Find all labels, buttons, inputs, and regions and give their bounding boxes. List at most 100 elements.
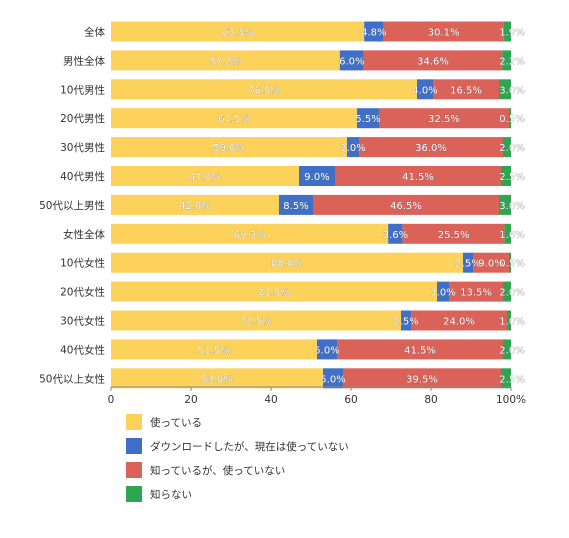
data-label: 24.0%	[443, 317, 475, 328]
bar-segment	[363, 50, 503, 71]
bar-segment	[402, 223, 505, 244]
x-tick-label: 0	[108, 394, 115, 406]
category-label: 10代女性	[60, 257, 105, 270]
category-label: 40代男性	[60, 170, 105, 183]
bar-segment	[473, 252, 509, 273]
category-label: 30代男性	[60, 141, 105, 154]
category-label: 40代女性	[60, 343, 105, 356]
bar-segment	[499, 194, 511, 215]
data-label: 61.5%	[218, 114, 250, 125]
data-label: 5.0%	[320, 374, 345, 385]
bar-segment	[463, 252, 473, 273]
category-label: 20代女性	[60, 286, 105, 299]
bar-segment	[503, 339, 511, 360]
data-label: 9.0%	[304, 172, 329, 183]
bar-segment	[502, 50, 511, 71]
data-label: 72.5%	[240, 317, 272, 328]
data-label: 36.0%	[415, 143, 447, 154]
bar-segment	[279, 194, 313, 215]
bar-segment	[499, 79, 511, 100]
x-tick-label: 40	[264, 394, 277, 406]
bar-segment	[343, 368, 501, 389]
data-label: 2.5%	[455, 259, 480, 270]
bar-segment	[313, 194, 499, 215]
legend-swatch	[126, 414, 142, 430]
data-label: 13.5%	[460, 288, 492, 299]
bar-segment	[417, 79, 433, 100]
x-tick-label: 80	[424, 394, 437, 406]
bar-segment	[111, 368, 323, 389]
data-label: 2.0%	[499, 143, 524, 154]
legend-swatch	[126, 462, 142, 478]
data-label: 42.0%	[179, 201, 211, 212]
data-label: 46.5%	[390, 201, 422, 212]
x-tick-label: 60	[344, 394, 357, 406]
bar-segment	[411, 310, 507, 331]
category-label: 女性全体	[63, 228, 105, 241]
bar-segment	[501, 166, 511, 186]
bar-segment	[503, 281, 511, 302]
category-label: 50代以上女性	[39, 372, 105, 385]
bar-segment	[111, 310, 401, 331]
data-label: 2.0%	[499, 345, 524, 356]
bar-segment	[501, 368, 511, 389]
bar-segment	[111, 194, 279, 215]
data-label: 51.5%	[198, 345, 230, 356]
data-label: 59.0%	[213, 143, 245, 154]
data-label: 3.0%	[499, 85, 524, 96]
data-label: 81.5%	[258, 288, 290, 299]
bar-segment	[503, 21, 511, 42]
category-label: 50代以上男性	[39, 199, 105, 212]
bar-segment	[111, 166, 299, 186]
bar-segment	[111, 79, 417, 100]
data-label: 3.0%	[499, 201, 524, 212]
category-label: 30代女性	[60, 315, 105, 328]
data-label: 0.5%	[499, 114, 524, 125]
legend-swatch	[126, 486, 142, 502]
bar-segment	[111, 108, 357, 129]
bar-segment	[111, 281, 437, 302]
data-label: 1.9%	[499, 28, 524, 39]
legend-label: 知らない	[150, 489, 192, 501]
bar-segment	[364, 21, 384, 42]
data-label: 6.0%	[339, 56, 364, 67]
data-label: 47.0%	[189, 172, 221, 183]
data-label: 2.0%	[499, 288, 524, 299]
bar-segment	[359, 137, 503, 158]
data-label: 88.0%	[271, 259, 303, 270]
bar-segment	[504, 223, 511, 244]
bar-segment	[347, 137, 359, 158]
bar-segment	[111, 50, 340, 71]
data-label: 4.0%	[412, 85, 437, 96]
bar-segment	[111, 339, 317, 360]
data-label: 3.0%	[430, 288, 455, 299]
data-label: 2.5%	[393, 317, 418, 328]
data-label: 30.1%	[428, 28, 460, 39]
bar-segment	[379, 108, 509, 129]
bar-segment	[111, 252, 463, 273]
data-label: 5.5%	[355, 114, 380, 125]
bar-segment	[317, 339, 337, 360]
category-label: 10代男性	[60, 83, 105, 96]
bar-segment	[433, 79, 499, 100]
bar-segment	[401, 310, 411, 331]
data-label: 2.2%	[499, 56, 524, 67]
category-label: 全体	[84, 26, 105, 39]
data-label: 69.3%	[234, 230, 266, 241]
data-label: 41.5%	[402, 172, 434, 183]
data-label: 53.0%	[201, 374, 233, 385]
bar-segment	[335, 166, 501, 186]
bar-segment	[449, 281, 503, 302]
bar-segment	[507, 310, 511, 331]
x-tick-label: 100%	[496, 394, 526, 406]
legend-swatch	[126, 438, 142, 454]
bar-segment	[337, 339, 503, 360]
bar-segment	[111, 223, 389, 244]
legend-label: 知っているが、使っていない	[150, 465, 286, 477]
bar-segment	[111, 137, 347, 158]
data-label: 3.6%	[383, 230, 408, 241]
legend-label: ダウンロードしたが、現在は使っていない	[150, 441, 349, 453]
bar-segment	[503, 137, 511, 158]
data-label: 1.6%	[499, 230, 524, 241]
data-label: 0.5%	[499, 259, 524, 270]
